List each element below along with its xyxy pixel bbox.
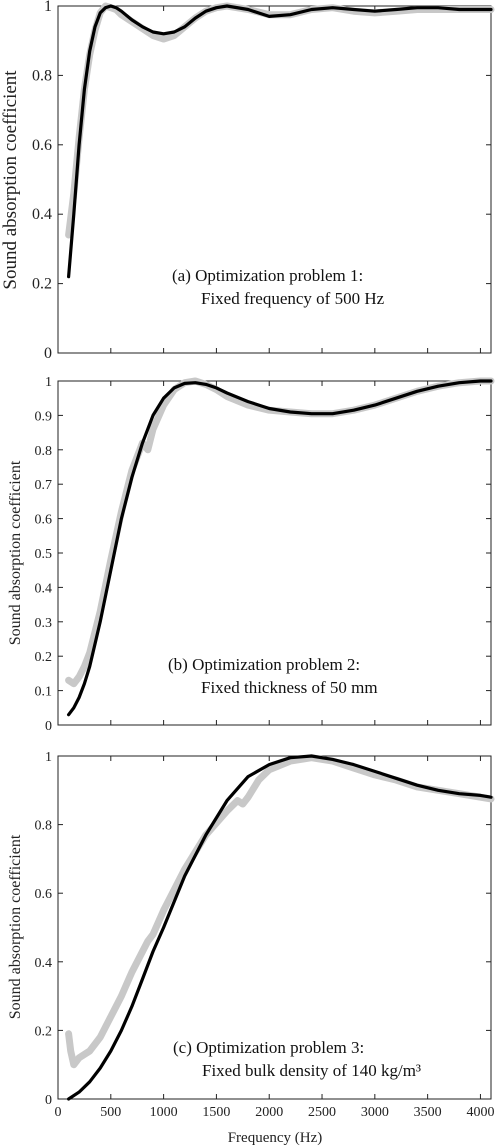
y-tick-label: 0.8	[32, 67, 52, 84]
x-tick-label: 4000	[466, 1105, 494, 1120]
y-tick-label: 0.2	[32, 276, 52, 293]
annotation-line-2: Fixed thickness of 50 mm	[201, 678, 378, 697]
x-tick-label: 2500	[308, 1105, 336, 1120]
y-tick-label: 0.5	[35, 547, 53, 562]
y-tick-label: 0.6	[32, 137, 52, 154]
measured-curve	[65, 2, 495, 239]
series-lines	[65, 2, 495, 279]
y-axis-label: Sound absorption coefficient	[7, 834, 24, 1019]
y-tick-label: 1	[45, 375, 52, 390]
panel-c: 0 0.2 0.4 0.6 0.8 1 0 500 1000 1500 2000 2500 3000 3…	[7, 750, 495, 1146]
x-tick-label: 2000	[255, 1105, 283, 1120]
x-ticks	[110, 381, 481, 725]
y-tick-label: 0.7	[35, 478, 53, 493]
x-ticks: 0 500 1000 1500 2000 2500 3000 3500 4000	[55, 756, 494, 1120]
y-tick-label: 0.6	[35, 513, 53, 528]
y-tick-label: 0.2	[35, 1024, 53, 1039]
measured-curve	[65, 377, 495, 688]
x-axis-label: Frequency (Hz)	[228, 1130, 323, 1146]
y-tick-label: 0	[44, 345, 52, 362]
plot-frame	[57, 755, 492, 1100]
annotation-line-1: (b) Optimization problem 2:	[168, 655, 360, 674]
plot-frame	[57, 5, 492, 354]
y-tick-label: 0.8	[35, 819, 53, 834]
y-ticks: 0 0.2 0.4 0.6 0.8 1	[35, 750, 491, 1108]
y-axis-label: Sound absorption coefficient	[7, 460, 24, 645]
y-tick-label: 0.2	[35, 650, 53, 665]
x-tick-label: 0	[55, 1105, 62, 1120]
y-tick-label: 0.4	[35, 581, 53, 596]
annotation-line-2: Fixed frequency of 500 Hz	[201, 289, 385, 308]
y-tick-label: 1	[44, 0, 52, 15]
y-tick-label: 0	[45, 1093, 52, 1108]
y-tick-label: 0.1	[35, 685, 53, 700]
predicted-curve	[66, 379, 493, 717]
series-lines	[65, 377, 495, 717]
x-tick-label: 1500	[202, 1105, 230, 1120]
panel-b: 0 0.1 0.2 0.3 0.4 0.5 0.6 0.7 0.8 0.9 1 Sound abso…	[7, 375, 495, 734]
annotation-line-1: (c) Optimization problem 3:	[173, 1038, 364, 1057]
y-tick-label: 0.9	[35, 409, 53, 424]
series-lines	[65, 754, 495, 1101]
panel-a: 0 0.2 0.4 0.6 0.8 1 Sound absorption coeffici…	[0, 0, 495, 362]
y-axis-label: Sound absorption coefficient	[0, 70, 21, 290]
y-tick-label: 0.4	[32, 206, 52, 223]
annotation-line-2: Fixed bulk density of 140 kg/m³	[202, 1061, 421, 1080]
x-tick-label: 3000	[361, 1105, 389, 1120]
y-tick-label: 0.8	[35, 444, 53, 459]
y-ticks: 0 0.2 0.4 0.6 0.8 1	[32, 0, 491, 362]
predicted-curve	[66, 4, 493, 279]
x-tick-label: 1000	[150, 1105, 178, 1120]
measured-curve	[65, 754, 495, 1069]
x-tick-label: 500	[100, 1105, 121, 1120]
y-tick-label: 0.3	[35, 616, 53, 631]
x-tick-label: 3500	[414, 1105, 442, 1120]
annotation-line-1: (a) Optimization problem 1:	[172, 266, 363, 285]
y-tick-label: 1	[45, 750, 52, 765]
y-tick-label: 0	[45, 719, 52, 734]
predicted-curve	[66, 754, 493, 1101]
y-tick-label: 0.6	[35, 887, 53, 902]
y-tick-label: 0.4	[35, 956, 53, 971]
